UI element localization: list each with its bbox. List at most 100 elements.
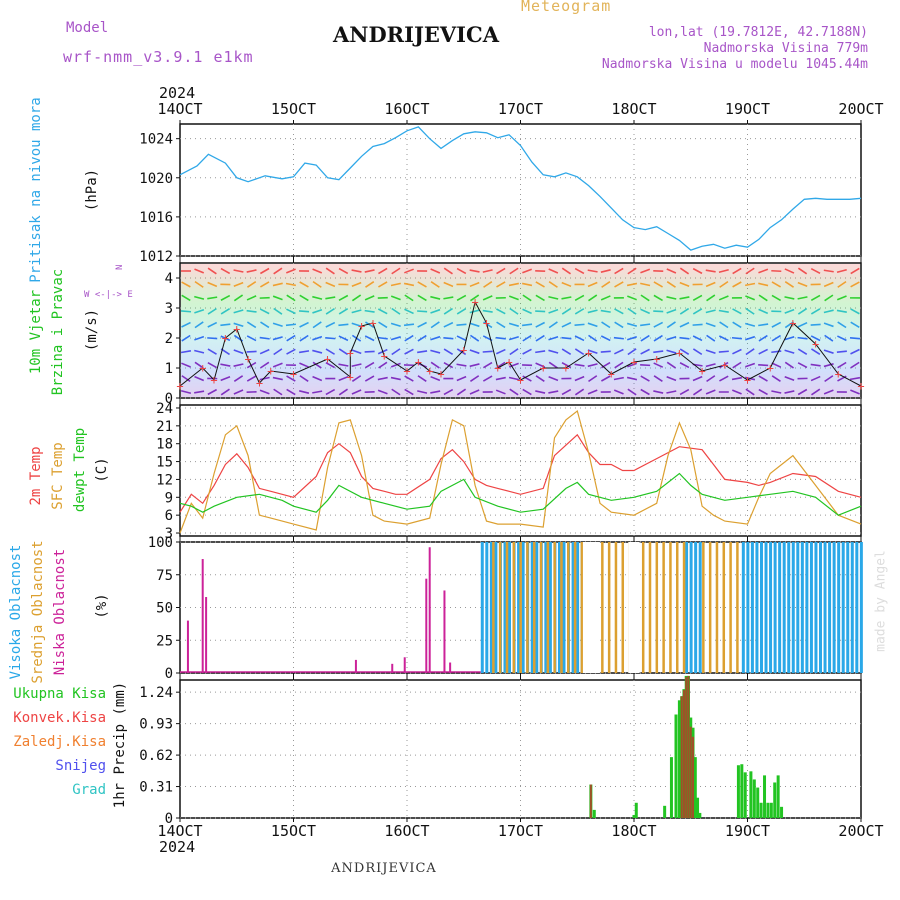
wind-arrow — [535, 281, 545, 288]
wind-arrow — [771, 321, 782, 328]
compass-n: N — [115, 265, 125, 270]
wind-gust-marker: + — [210, 373, 217, 387]
wind-arrow — [849, 337, 861, 340]
wind-arrow — [430, 295, 441, 300]
wind-arrow — [220, 308, 231, 315]
wind-arrow — [574, 294, 585, 302]
wind-arrow — [430, 268, 441, 274]
wind-arrow — [640, 364, 651, 367]
wind-arrow — [338, 348, 349, 356]
wind-arrow — [351, 281, 362, 288]
conv-precip-bar — [685, 676, 688, 818]
wind-arrow — [181, 281, 191, 288]
wind-arrow — [719, 280, 729, 288]
wind-arrow — [469, 309, 480, 314]
conv-precip-bar — [687, 675, 690, 818]
wind-arrow — [810, 308, 821, 315]
precip-ytick-label: 0.62 — [139, 748, 173, 764]
high-cloud-bar — [694, 542, 698, 673]
wind-gust-marker: + — [233, 322, 240, 336]
date-label-top: 14OCT — [157, 100, 202, 118]
wind-arrow — [614, 308, 624, 315]
wind-arrow — [850, 361, 860, 369]
wind-arrow — [430, 280, 440, 288]
wind-gust-marker: + — [676, 346, 683, 360]
wind-axis-label-1: 10m Vjetar — [28, 289, 44, 375]
wind-arrow — [456, 335, 467, 342]
wind-arrow — [850, 308, 860, 315]
wind-arrow — [443, 336, 454, 340]
wind-arrow — [771, 294, 782, 302]
wind-arrow — [443, 296, 454, 300]
wind-arrow — [508, 376, 519, 381]
mid-cloud-bar — [567, 542, 570, 673]
wind-arrow — [626, 376, 638, 381]
precip-ytick-label: 0.31 — [139, 780, 173, 796]
wind-arrow — [220, 323, 231, 327]
wind-arrow — [390, 295, 401, 301]
wind-arrow — [745, 267, 755, 275]
wind-arrow — [312, 375, 323, 382]
wind-arrow — [640, 348, 650, 355]
footer-title: ANDRIJEVICA — [331, 861, 437, 876]
precip-bar — [698, 812, 702, 818]
wind-arrow — [561, 362, 572, 369]
wind-arrow — [718, 268, 729, 274]
wind-arrow — [325, 337, 336, 340]
wind-arrow — [548, 308, 559, 314]
wind-gust-marker: + — [494, 361, 501, 375]
wind-arrow — [181, 321, 191, 328]
precip-legend-item: Snijeg — [55, 758, 106, 774]
mid-cloud-bar — [492, 542, 495, 673]
high-cloud-bar — [832, 542, 836, 673]
wind-arrow — [378, 321, 388, 329]
precip-bar — [776, 775, 780, 818]
wind-arrow — [456, 375, 467, 382]
wind-arrow — [508, 336, 519, 341]
wind-gust-marker: + — [608, 367, 615, 381]
wind-arrow — [312, 349, 323, 354]
wind-arrow — [233, 322, 244, 328]
wind-arrow — [535, 375, 545, 382]
compass-we: W <-|-> E — [84, 290, 133, 300]
conv-precip-bar — [689, 726, 692, 818]
wind-arrow — [679, 296, 690, 300]
wind-arrow — [731, 376, 743, 381]
high-cloud-bar — [530, 542, 534, 673]
wind-gust-marker: + — [347, 346, 354, 360]
wind-arrow — [364, 350, 375, 353]
wind-arrow — [377, 308, 388, 315]
wind-arrow — [181, 375, 191, 383]
wind-arrow — [430, 335, 441, 341]
wind-arrow — [653, 390, 664, 394]
precip-bar — [693, 757, 697, 818]
wind-arrow — [391, 388, 401, 396]
high-cloud-bar — [823, 542, 827, 673]
wind-arrow — [325, 348, 335, 355]
wind-arrow — [613, 336, 624, 340]
mid-cloud-bar — [722, 542, 726, 673]
high-cloud-bar — [489, 542, 493, 673]
mid-cloud-bar — [675, 542, 679, 673]
mid-cloud-bar — [715, 542, 719, 673]
mid-cloud-bar — [607, 542, 611, 673]
wind-arrow — [522, 294, 532, 302]
high-cloud-bar — [841, 542, 845, 673]
date-label-top: 18OCT — [611, 100, 656, 118]
high-cloud-bar — [521, 542, 525, 673]
wind-gust-marker: + — [585, 346, 592, 360]
wind-arrow — [338, 323, 349, 327]
wind-arrow — [470, 294, 480, 302]
wind-arrow — [220, 375, 231, 382]
wind-arrow — [810, 375, 821, 382]
wind-arrow — [338, 388, 348, 396]
wind-arrow — [194, 349, 205, 354]
wind-arrow — [561, 296, 572, 300]
wind-arrow — [601, 280, 611, 288]
wind-arrow — [482, 309, 493, 313]
wind-arrow — [614, 267, 624, 275]
high-cloud-bar — [562, 542, 566, 673]
wind-arrow — [417, 294, 427, 302]
high-cloud-axis-label: Visoka Oblacnost — [8, 544, 24, 680]
wind-arrow — [797, 336, 808, 340]
